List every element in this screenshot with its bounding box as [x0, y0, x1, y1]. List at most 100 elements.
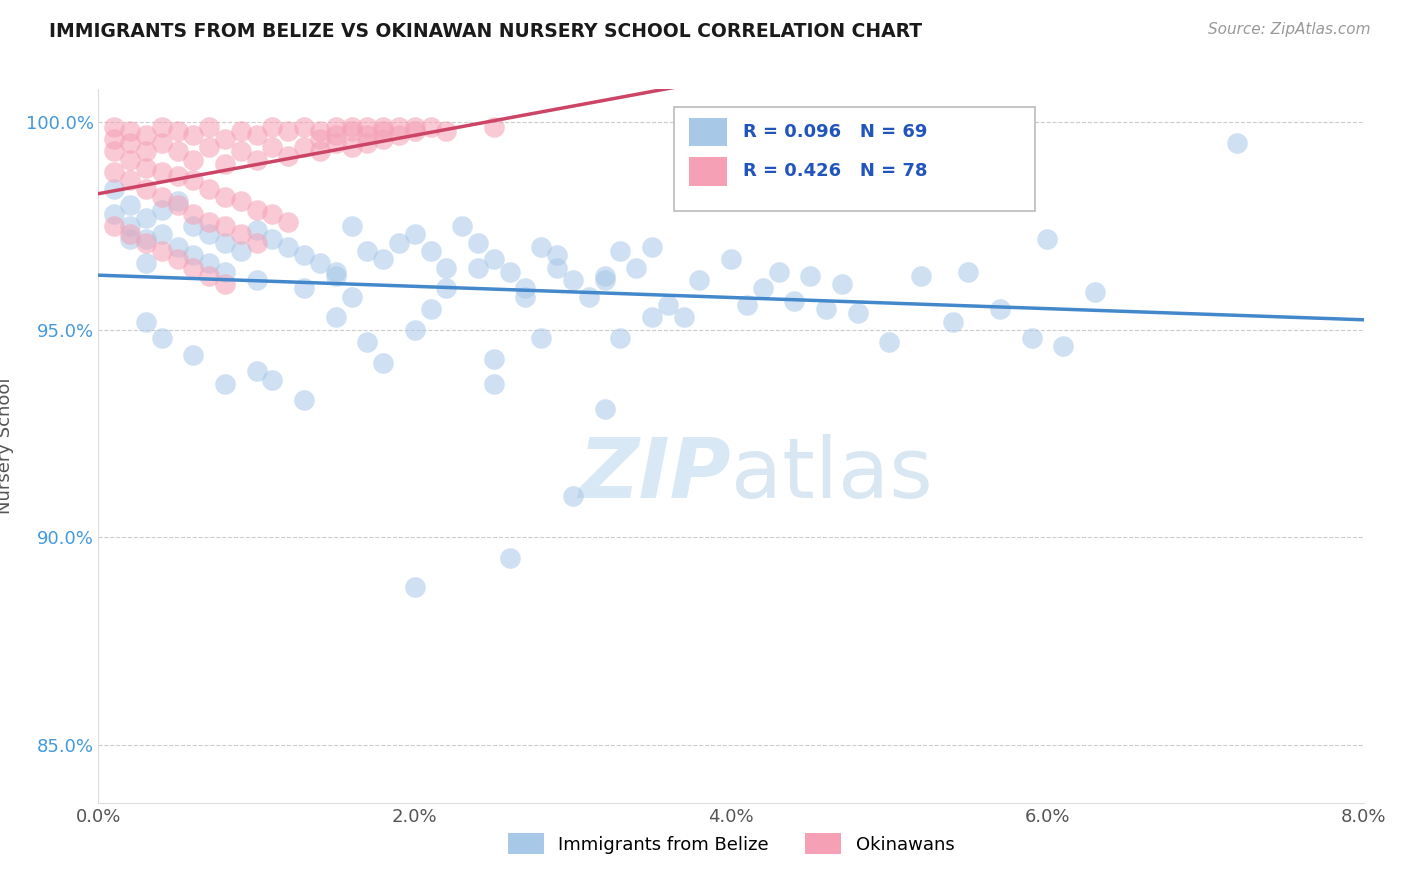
Point — [246, 153, 269, 167]
Point — [183, 173, 205, 187]
Point — [561, 489, 585, 503]
Point — [546, 260, 568, 275]
Point — [166, 124, 188, 138]
Point — [482, 252, 505, 267]
Point — [1021, 331, 1043, 345]
Point — [120, 198, 141, 212]
Point — [1052, 339, 1074, 353]
Point — [641, 310, 664, 325]
Point — [135, 211, 157, 225]
Text: ZIP: ZIP — [578, 434, 731, 515]
Point — [814, 302, 837, 317]
Point — [371, 120, 394, 134]
Point — [135, 314, 157, 328]
Point — [292, 281, 315, 295]
Point — [404, 120, 426, 134]
Point — [419, 244, 441, 258]
Point — [340, 140, 363, 154]
Point — [1084, 285, 1107, 300]
Point — [309, 256, 332, 270]
Point — [371, 132, 394, 146]
Point — [292, 120, 315, 134]
Text: R = 0.426   N = 78: R = 0.426 N = 78 — [742, 162, 927, 180]
Point — [404, 580, 426, 594]
Point — [183, 128, 205, 142]
Point — [120, 136, 141, 150]
Legend: Immigrants from Belize, Okinawans: Immigrants from Belize, Okinawans — [501, 826, 962, 862]
Point — [246, 223, 269, 237]
Point — [166, 252, 188, 267]
Bar — [689, 118, 727, 146]
Point — [419, 120, 441, 134]
Point — [957, 265, 980, 279]
Point — [877, 335, 901, 350]
Point — [246, 364, 269, 378]
Point — [120, 227, 141, 242]
Point — [103, 165, 125, 179]
Point — [388, 128, 411, 142]
Point — [910, 268, 932, 283]
Point — [262, 207, 284, 221]
Point — [309, 132, 332, 146]
Point — [482, 351, 505, 366]
Point — [183, 348, 205, 362]
Point — [183, 153, 205, 167]
Point — [277, 148, 299, 162]
Text: atlas: atlas — [731, 434, 932, 515]
Point — [309, 124, 332, 138]
Point — [419, 302, 441, 317]
Point — [451, 219, 474, 233]
Point — [214, 157, 236, 171]
Text: Source: ZipAtlas.com: Source: ZipAtlas.com — [1208, 22, 1371, 37]
Point — [135, 231, 157, 245]
Point — [530, 331, 553, 345]
Point — [135, 145, 157, 159]
Point — [120, 219, 141, 233]
Point — [229, 194, 252, 209]
Point — [166, 240, 188, 254]
Point — [198, 227, 221, 242]
Point — [388, 235, 411, 250]
Point — [262, 231, 284, 245]
Point — [1036, 231, 1059, 245]
Point — [672, 310, 695, 325]
Point — [103, 207, 125, 221]
Point — [150, 120, 173, 134]
Text: R = 0.096   N = 69: R = 0.096 N = 69 — [742, 123, 927, 141]
Point — [198, 182, 221, 196]
Point — [388, 120, 411, 134]
Point — [515, 281, 537, 295]
Point — [593, 401, 616, 416]
Point — [229, 227, 252, 242]
Point — [436, 281, 458, 295]
Point — [578, 290, 600, 304]
Point — [561, 273, 585, 287]
Point — [135, 256, 157, 270]
Point — [120, 153, 141, 167]
Point — [624, 260, 647, 275]
Point — [340, 120, 363, 134]
Point — [150, 202, 173, 217]
Point — [340, 219, 363, 233]
Point — [103, 120, 125, 134]
Point — [135, 161, 157, 175]
Text: IMMIGRANTS FROM BELIZE VS OKINAWAN NURSERY SCHOOL CORRELATION CHART: IMMIGRANTS FROM BELIZE VS OKINAWAN NURSE… — [49, 22, 922, 41]
Point — [657, 298, 679, 312]
Point — [214, 277, 236, 292]
Point — [356, 244, 378, 258]
Point — [768, 265, 790, 279]
Point — [356, 136, 378, 150]
Point — [103, 145, 125, 159]
Point — [120, 173, 141, 187]
Point — [404, 124, 426, 138]
Point — [371, 252, 394, 267]
Point — [262, 140, 284, 154]
Point — [246, 273, 269, 287]
Point — [103, 132, 125, 146]
Point — [292, 393, 315, 408]
Point — [166, 194, 188, 209]
Point — [150, 165, 173, 179]
Point — [371, 356, 394, 370]
Point — [436, 124, 458, 138]
Point — [831, 277, 853, 292]
